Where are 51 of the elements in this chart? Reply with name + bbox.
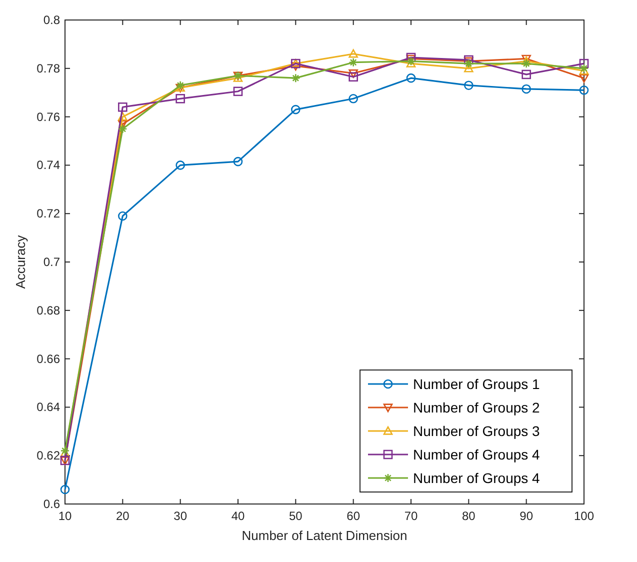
x-tick-label: 30 (174, 509, 188, 523)
y-tick-label: 0.76 (36, 110, 60, 124)
y-tick-label: 0.6 (43, 497, 60, 511)
point (348, 49, 358, 58)
point (60, 484, 70, 494)
point (348, 69, 358, 78)
y-tick-label: 0.72 (36, 206, 60, 221)
point (176, 94, 185, 104)
point (579, 86, 589, 95)
point (579, 58, 589, 68)
y-tick-label: 0.8 (43, 13, 60, 27)
point (348, 72, 358, 82)
legend-label: Number of Groups 1 (413, 376, 540, 392)
x-tick-label: 90 (520, 509, 534, 523)
point (176, 160, 185, 170)
point (579, 74, 589, 83)
y-axis-title: Accuracy (13, 234, 28, 289)
point (406, 73, 416, 83)
point (522, 70, 531, 80)
point (118, 112, 128, 121)
point (118, 102, 128, 112)
legend-label: Number of Groups 2 (413, 400, 540, 416)
x-tick-label: 20 (116, 509, 130, 523)
y-tick-label: 0.7 (43, 255, 60, 269)
x-tick-label: 60 (346, 509, 360, 523)
x-axis-title: Number of Latent Dimension (242, 528, 408, 543)
x-tick-label: 80 (462, 509, 476, 523)
y-tick-label: 0.62 (36, 448, 60, 463)
x-tick-label: 70 (404, 509, 418, 523)
x-tick-label: 40 (231, 509, 245, 523)
y-tick-label: 0.64 (36, 400, 60, 414)
point (291, 104, 300, 114)
point (464, 80, 474, 90)
point (522, 58, 531, 68)
y-tick-label: 0.66 (36, 352, 60, 366)
legend-label: Number of Groups 4 (413, 470, 540, 486)
y-tick-label: 0.78 (36, 61, 60, 76)
y-tick-label: 0.68 (36, 303, 60, 318)
x-tick-label: 100 (574, 509, 594, 523)
x-tick-label: 10 (58, 509, 72, 523)
point (348, 94, 358, 104)
point (522, 84, 531, 94)
y-tick-label: 0.74 (36, 158, 60, 172)
point (118, 211, 128, 221)
point (233, 156, 243, 166)
point (118, 124, 128, 134)
point (233, 86, 243, 96)
point (291, 73, 300, 83)
x-tick-label: 50 (288, 509, 303, 523)
legend-label: Number of Groups 4 (413, 446, 540, 462)
legend-label: Number of Groups 3 (413, 423, 540, 439)
